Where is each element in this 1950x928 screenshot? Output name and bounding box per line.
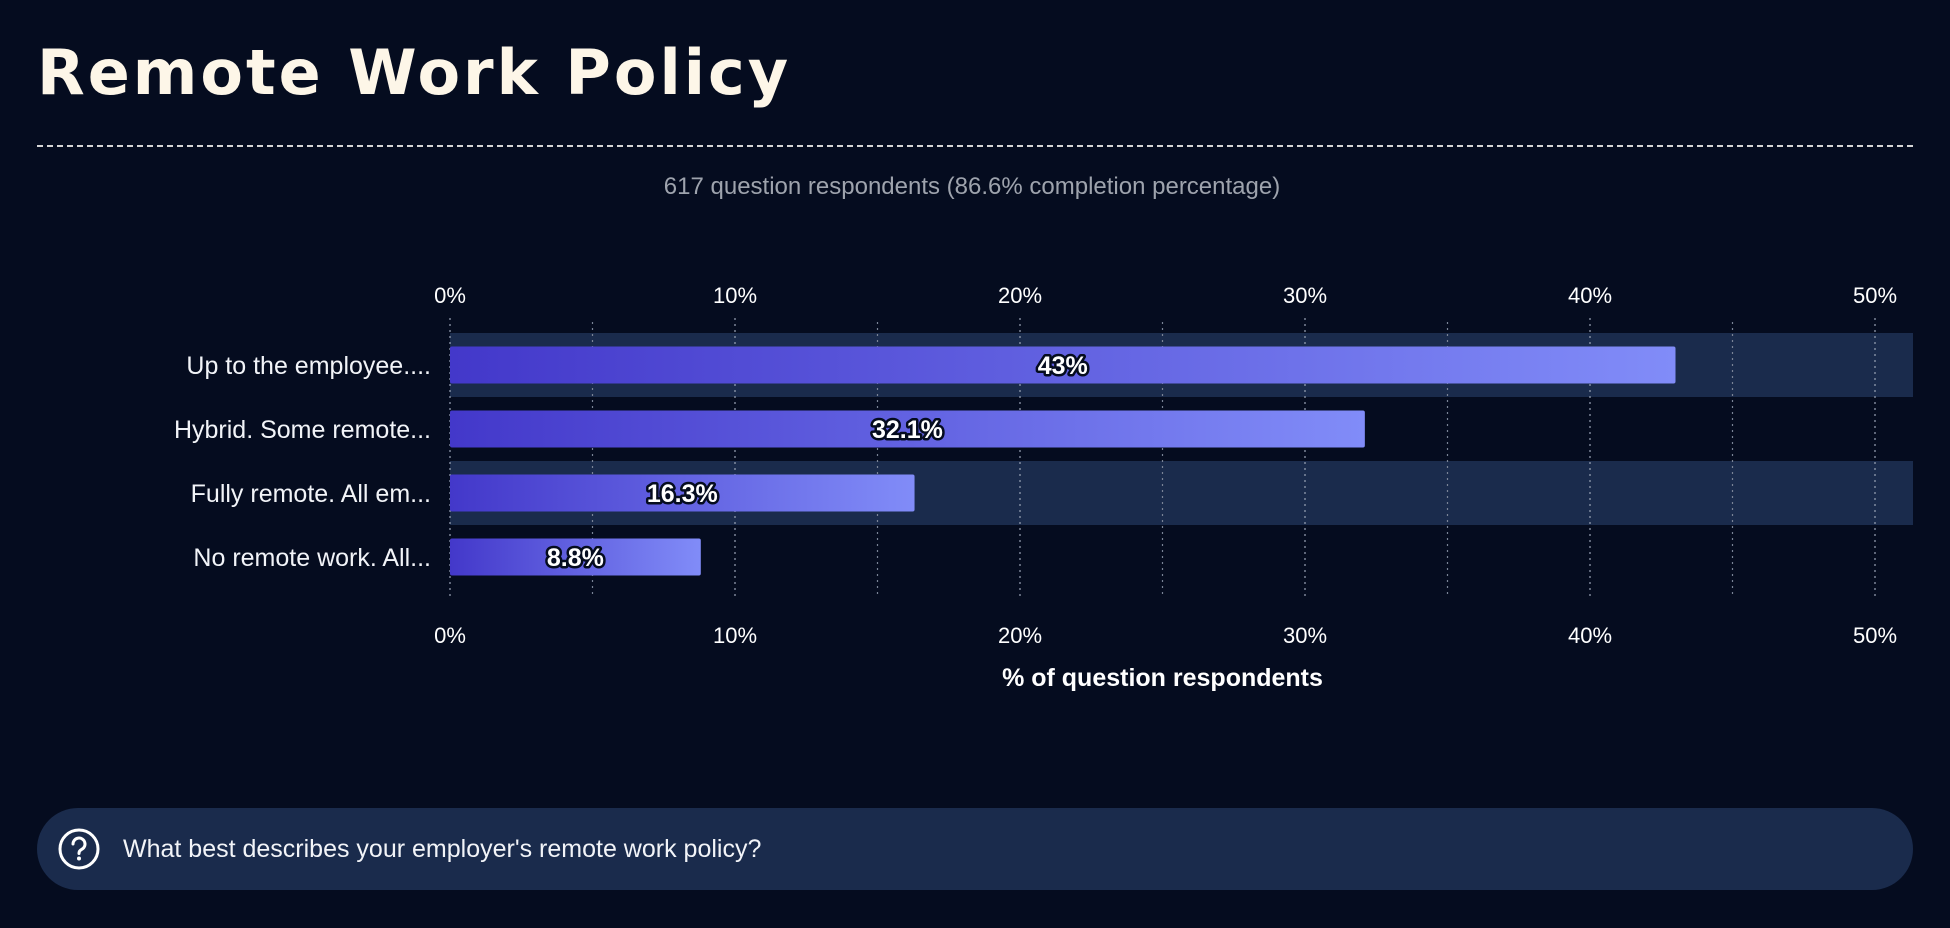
- x-tick-label-top: 10%: [713, 283, 757, 308]
- bar-value-label: 43%: [1038, 352, 1088, 380]
- bars: 43% 32.1% 16.3% 8.8%: [450, 346, 1676, 576]
- category-label: Fully remote. All em...: [191, 480, 431, 508]
- x-axis-label: % of question respondents: [1002, 664, 1323, 692]
- category-labels: Up to the employee.... Hybrid. Some remot…: [174, 352, 431, 572]
- category-label: Hybrid. Some remote...: [174, 416, 431, 444]
- bar: [450, 538, 701, 576]
- bar-value-label: 8.8%: [547, 544, 604, 572]
- x-tick-label-bottom: 0%: [434, 623, 466, 648]
- chart-subtitle: 617 question respondents (86.6% completi…: [663, 173, 1281, 200]
- x-tick-label-top: 30%: [1283, 283, 1327, 308]
- category-label: No remote work. All...: [193, 544, 431, 572]
- bar: [450, 474, 915, 512]
- bar: [450, 346, 1676, 384]
- x-tick-label-top: 20%: [998, 283, 1042, 308]
- x-axis-top: 0% 10% 20% 30% 40% 50%: [434, 283, 1897, 308]
- x-tick-label-top: 50%: [1853, 283, 1897, 308]
- x-tick-label-bottom: 50%: [1853, 623, 1897, 648]
- category-label: Up to the employee....: [186, 352, 431, 380]
- bar-chart: 43% 32.1% 16.3% 8.8% 0% 10% 20% 30% 40% 50% 0% 10…: [174, 283, 1913, 692]
- x-tick-label-bottom: 30%: [1283, 623, 1327, 648]
- bar-value-label: 16.3%: [647, 480, 718, 508]
- x-tick-label-bottom: 10%: [713, 623, 757, 648]
- x-tick-label-top: 0%: [434, 283, 466, 308]
- bar-value-label: 32.1%: [872, 416, 943, 444]
- page-title: Remote Work Policy: [37, 36, 792, 109]
- title-divider: [37, 145, 1913, 147]
- question-text: What best describes your employer's remo…: [123, 834, 762, 863]
- bar: [450, 410, 1365, 448]
- x-tick-label-bottom: 20%: [998, 623, 1042, 648]
- question-mark-icon[interactable]: [57, 827, 101, 871]
- x-tick-label-top: 40%: [1568, 283, 1612, 308]
- question-banner: What best describes your employer's remo…: [37, 808, 1913, 890]
- x-tick-label-bottom: 40%: [1568, 623, 1612, 648]
- x-axis-bottom: 0% 10% 20% 30% 40% 50%: [434, 623, 1897, 648]
